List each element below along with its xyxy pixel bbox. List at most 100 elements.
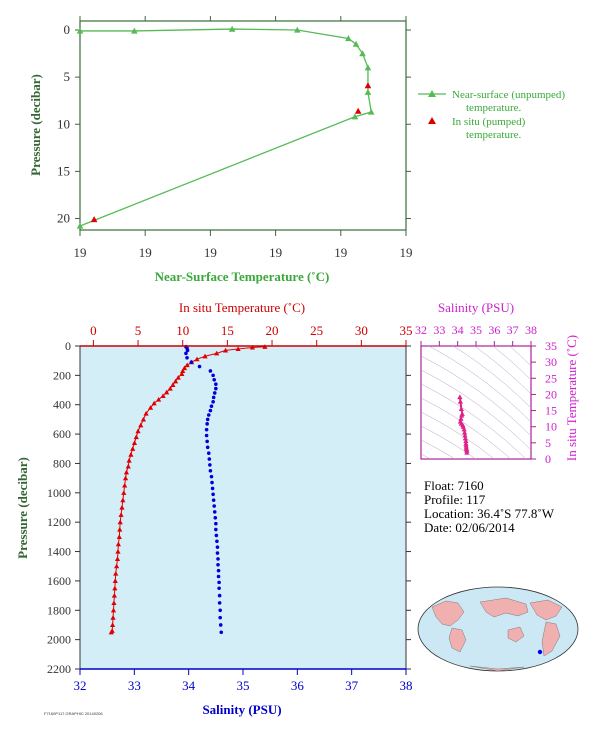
salinity-point (205, 439, 209, 444)
pressure-tick-label: 1600 (47, 574, 71, 588)
ts-salinity-tick-label: 32 (415, 323, 427, 337)
temperature-tick-label: 10 (176, 323, 189, 338)
temperature-point (125, 463, 131, 469)
salinity-point (209, 404, 214, 408)
temperature-point (118, 512, 124, 517)
salinity-point (206, 451, 211, 455)
temperature-point (116, 534, 122, 539)
x-tick-label: 19 (269, 245, 282, 260)
near-surface-point (228, 25, 236, 32)
y-tick-label: 10 (57, 116, 70, 131)
salinity-tick-label: 33 (128, 678, 141, 693)
temperature-point (112, 585, 118, 591)
legend-label-near-surface-line2: temperature. (466, 102, 522, 114)
temperature-point (110, 615, 116, 620)
ts-salinity-tick-label: 34 (452, 323, 464, 337)
salinity-tick-label: 37 (345, 678, 359, 693)
map-land (431, 597, 563, 672)
float-location: Location: 36.4˚S 77.8˚W (424, 506, 554, 521)
salinity-point (211, 373, 215, 378)
salinity-point (217, 580, 221, 585)
temperature-tick-label: 30 (355, 323, 368, 338)
ts-points (457, 394, 470, 455)
temperature-point (170, 382, 176, 387)
pressure-tick-label: 2200 (47, 662, 71, 676)
ts-salinity-tick-label: 37 (507, 323, 519, 337)
salinity-point (189, 360, 194, 364)
x-tick-label: 19 (400, 245, 413, 260)
legend-label-near-surface: Near-surface (unpumped) temperature. (452, 89, 568, 114)
salinity-point (215, 551, 220, 555)
near-surface-point (76, 27, 84, 34)
y-tick-label: 15 (57, 163, 70, 178)
profile-chart: 0200400600800100012001400160018002000220… (15, 300, 413, 717)
temperature-point (179, 371, 185, 376)
salinity-tick-label: 36 (291, 678, 305, 693)
x-tick-label: 19 (139, 245, 152, 260)
ts-point (458, 406, 464, 412)
ts-temperature-ticks: 0 5 10 15 20 25 30 35 (531, 339, 557, 466)
ts-contour-line (421, 397, 512, 459)
ts-contour-line (421, 439, 456, 459)
ts-point (462, 435, 468, 441)
ts-salinity-ticks: 32 33 34 35 36 37 38 (415, 323, 537, 346)
ts-salinity-tick-label: 36 (488, 323, 500, 337)
ts-contour-line (473, 346, 531, 395)
temperature-tick-label: 15 (221, 323, 234, 338)
near-surface-chart: 0 5 10 15 20 19 19 19 19 19 19 Near-Surface Tempe… (28, 16, 568, 284)
ts-point (457, 398, 464, 404)
temperature-point (112, 578, 118, 583)
salinity-point (216, 574, 221, 579)
near-surface-point (352, 40, 360, 47)
ts-contour-line (421, 425, 477, 459)
salinity-point (211, 395, 216, 400)
ts-contour-line (421, 355, 531, 437)
profile-plot-background (80, 346, 406, 669)
near-surface-point (131, 27, 138, 34)
ts-y-label: In situ Temperature (˚C) (564, 335, 579, 461)
pressure-ticks: 0 200 400 600 800 1000 1200 1400 1600 1800 2000 220… (47, 339, 411, 676)
temperature-point (147, 405, 154, 410)
ts-point (459, 412, 465, 418)
temperature-point (135, 428, 141, 434)
salinity-point (185, 348, 190, 353)
in-situ-point (364, 82, 372, 89)
float-location-marker (537, 649, 543, 655)
temperature-point (120, 497, 126, 503)
salinity-tick-label: 38 (400, 678, 413, 693)
ts-temperature-tick-label: 0 (545, 452, 551, 466)
ts-temperature-tick-label: 10 (545, 420, 557, 434)
temperature-point (131, 440, 138, 445)
salinity-point (217, 593, 222, 598)
salinity-point (212, 391, 217, 395)
ts-point (462, 432, 468, 438)
ts-point (458, 416, 464, 421)
salinity-point (216, 562, 220, 567)
salinity-point (217, 586, 221, 591)
salinity-point (204, 433, 209, 438)
pressure-tick-label: 2000 (47, 633, 71, 647)
temperature-point (111, 600, 117, 606)
x-tick-label: 19 (334, 245, 347, 260)
temperature-point (110, 622, 116, 628)
in-situ-point (90, 216, 98, 223)
temperature-point (122, 482, 128, 488)
near-surface-point (364, 88, 372, 95)
temperature-point (119, 504, 125, 510)
ts-contour-line (428, 346, 531, 423)
ts-salinity-tick-label: 33 (433, 323, 445, 337)
float-info: Float: 7160 Profile: 117 Location: 36.4˚… (424, 479, 554, 535)
in-situ-point (354, 107, 362, 114)
ts-contour-line (492, 346, 531, 381)
salinity-point (214, 386, 218, 391)
near-surface-series (76, 25, 375, 229)
salinity-point (217, 601, 222, 605)
profile-series (108, 344, 268, 635)
salinity-point (205, 422, 209, 426)
temperature-point (155, 396, 162, 402)
profile-date: Date: 02/06/2014 (424, 520, 515, 535)
pressure-tick-label: 600 (53, 427, 71, 441)
near-surface-x-label: Near-Surface Temperature (˚C) (155, 269, 330, 284)
temperature-point (128, 452, 134, 457)
salinity-point (184, 351, 188, 356)
